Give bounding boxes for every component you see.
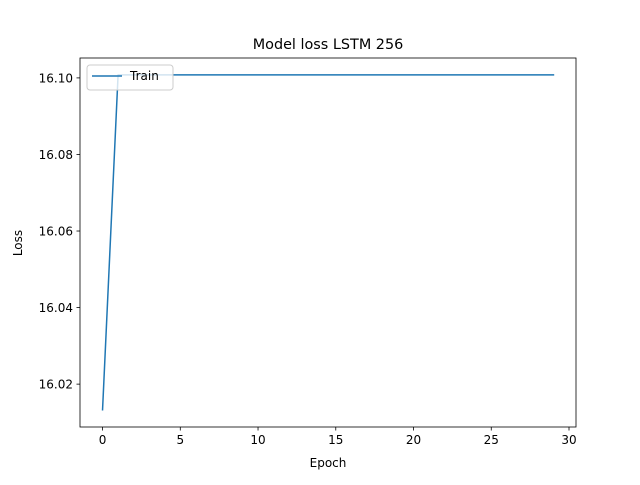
x-axis-label: Epoch xyxy=(310,456,347,470)
x-tick-label: 0 xyxy=(99,433,107,447)
axes-frame xyxy=(79,57,577,428)
x-tick-label: 10 xyxy=(250,433,265,447)
x-tick-label: 25 xyxy=(484,433,499,447)
x-tick-label: 5 xyxy=(176,433,184,447)
axis-ticks: 0 5 10 15 20 25 30 16.02 16.04 16.06 16.08 16.10 xyxy=(39,71,577,447)
y-tick-label: 16.08 xyxy=(39,148,73,162)
y-tick-label: 16.06 xyxy=(39,225,73,239)
series-line-train xyxy=(101,74,555,411)
y-tick-label: 16.04 xyxy=(39,301,73,315)
plot-area xyxy=(101,74,555,411)
x-tick-label: 15 xyxy=(328,433,343,447)
chart-title: Model loss LSTM 256 xyxy=(253,37,404,53)
legend-label-train: Train xyxy=(129,69,159,83)
y-tick-label: 16.10 xyxy=(39,71,73,85)
legend: Train xyxy=(86,64,174,91)
y-axis-label: Loss xyxy=(11,230,25,256)
x-tick-label: 20 xyxy=(406,433,421,447)
x-tick-label: 30 xyxy=(561,433,576,447)
y-tick-label: 16.02 xyxy=(39,378,73,392)
legend-box xyxy=(86,64,174,91)
